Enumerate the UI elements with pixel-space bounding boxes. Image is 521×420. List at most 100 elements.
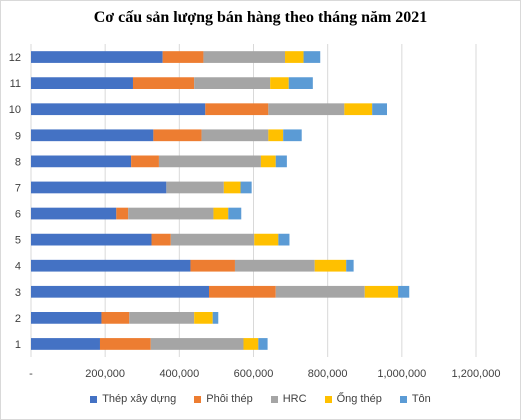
bar-segment bbox=[234, 259, 315, 272]
x-tick-labels: - 200,000 400,000 600,000 800,000 1,000,000 1,… bbox=[29, 368, 500, 380]
bar-segment bbox=[364, 285, 399, 298]
bar-segment bbox=[258, 338, 268, 350]
legend-swatch bbox=[399, 395, 407, 403]
x-tick-label: 1,200,000 bbox=[452, 368, 501, 380]
bar-segment bbox=[31, 207, 117, 220]
legend-label: HRC bbox=[282, 393, 307, 405]
bar-segment bbox=[275, 155, 287, 168]
legend-item: HRC bbox=[270, 393, 307, 405]
bar-segment bbox=[254, 233, 279, 246]
bar-segment bbox=[201, 129, 269, 142]
bar-segment bbox=[150, 338, 244, 350]
bar-segment bbox=[209, 285, 276, 298]
bar-segment bbox=[240, 181, 252, 194]
bar-segment bbox=[132, 77, 195, 89]
legend-swatch bbox=[324, 395, 332, 403]
bar-segment bbox=[166, 181, 224, 194]
bar-segment bbox=[212, 312, 219, 324]
legend-label: Tôn bbox=[411, 393, 431, 405]
legend-swatch bbox=[270, 395, 278, 403]
y-tick-label: 5 bbox=[15, 235, 21, 247]
legend-item: Tôn bbox=[399, 393, 431, 405]
y-tick-label: 9 bbox=[15, 130, 21, 142]
x-tick-label: - bbox=[29, 368, 33, 380]
bar-segment bbox=[170, 233, 255, 246]
y-tick-label: 8 bbox=[15, 156, 21, 168]
legend-label: Thép xây dựng bbox=[102, 393, 177, 405]
bar-segment bbox=[131, 155, 159, 168]
bar-segment bbox=[31, 338, 100, 350]
bar-segment bbox=[203, 51, 286, 63]
bar-segment bbox=[194, 312, 213, 324]
bar-segment bbox=[346, 259, 354, 272]
bar-segment bbox=[31, 51, 163, 63]
bar-segment bbox=[270, 77, 289, 89]
gridlines bbox=[30, 44, 477, 357]
bar-segment bbox=[285, 51, 304, 63]
bar-segment bbox=[283, 129, 302, 142]
legend-swatch bbox=[90, 395, 98, 403]
bar-segment bbox=[190, 259, 235, 272]
bar-segment bbox=[129, 312, 195, 324]
bar-segment bbox=[228, 207, 242, 220]
legend: Thép xây dựng Phôi thép HRC Ống thép Tôn bbox=[0, 393, 521, 405]
bar-segment bbox=[31, 285, 209, 298]
bar-segment bbox=[151, 233, 171, 246]
bar-segment bbox=[288, 77, 313, 89]
bar-segment bbox=[31, 155, 132, 168]
bar-segment bbox=[243, 338, 259, 350]
y-tick-label: 6 bbox=[15, 209, 21, 221]
bar-segment bbox=[268, 103, 345, 116]
legend-label: Phôi thép bbox=[206, 393, 253, 405]
bars bbox=[31, 51, 410, 350]
y-tick-label: 12 bbox=[9, 52, 21, 64]
bar-segment bbox=[31, 259, 191, 272]
y-tick-label: 2 bbox=[15, 313, 21, 325]
bar-segment bbox=[31, 181, 167, 194]
bar-segment bbox=[101, 312, 130, 324]
x-tick-label: 800,000 bbox=[308, 368, 348, 380]
y-tick-label: 1 bbox=[15, 339, 21, 351]
bar-segment bbox=[223, 181, 241, 194]
bar-segment bbox=[153, 129, 202, 142]
x-tick-label: 400,000 bbox=[159, 368, 199, 380]
x-tick-label: 600,000 bbox=[234, 368, 274, 380]
bar-segment bbox=[99, 338, 151, 350]
y-tick-label: 10 bbox=[9, 104, 21, 116]
bar-segment bbox=[31, 129, 154, 142]
bar-segment bbox=[128, 207, 214, 220]
y-tick-label: 4 bbox=[15, 261, 21, 273]
bar-segment bbox=[268, 129, 284, 142]
y-tick-label: 3 bbox=[15, 287, 21, 299]
bar-segment bbox=[344, 103, 373, 116]
y-tick-label: 7 bbox=[15, 182, 21, 194]
bar-segment bbox=[31, 77, 133, 89]
bar-segment bbox=[31, 103, 206, 116]
bar-segment bbox=[162, 51, 204, 63]
bar-segment bbox=[31, 312, 102, 324]
x-tick-label: 200,000 bbox=[85, 368, 125, 380]
x-tick-label: 1,000,000 bbox=[377, 368, 426, 380]
bar-segment bbox=[260, 155, 276, 168]
bar-segment bbox=[372, 103, 387, 116]
y-tick-label: 11 bbox=[10, 78, 21, 90]
chart-title: Cơ cấu sản lượng bán hàng theo tháng năm… bbox=[93, 9, 428, 26]
legend-item: Ống thép bbox=[324, 393, 382, 405]
bar-segment bbox=[205, 103, 269, 116]
bar-segment bbox=[158, 155, 261, 168]
bar-segment bbox=[116, 207, 129, 220]
bar-segment bbox=[31, 233, 152, 246]
bar-segment bbox=[398, 285, 410, 298]
bar-segment bbox=[275, 285, 365, 298]
legend-swatch bbox=[194, 395, 202, 403]
bar-segment bbox=[278, 233, 290, 246]
bar-segment bbox=[194, 77, 271, 89]
legend-item: Phôi thép bbox=[194, 393, 253, 405]
bar-segment bbox=[213, 207, 229, 220]
bar-segment bbox=[314, 259, 347, 272]
bar-segment bbox=[303, 51, 321, 63]
legend-item: Thép xây dựng bbox=[90, 393, 176, 405]
legend-label: Ống thép bbox=[336, 393, 382, 405]
